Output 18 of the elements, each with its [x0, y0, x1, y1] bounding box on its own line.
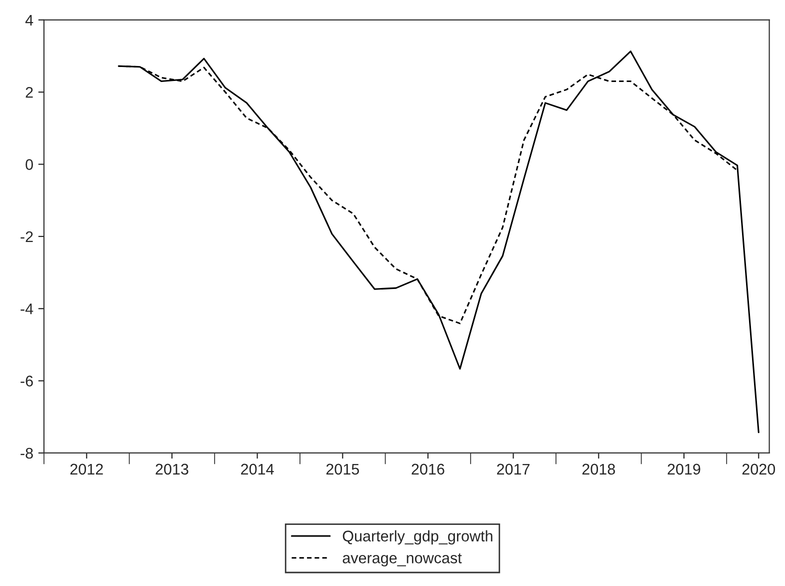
- y-tick-label: 0: [26, 159, 33, 170]
- y-tick-label: -8: [20, 448, 33, 459]
- y-tick-label: 4: [25, 14, 34, 26]
- x-tick-label: 2019: [668, 464, 700, 475]
- x-tick-label: 2016: [412, 464, 444, 475]
- x-tick-label: 2015: [326, 464, 359, 475]
- x-tick-label: 2018: [582, 464, 615, 475]
- x-tick-label: 2017: [497, 464, 530, 475]
- y-tick-label: -2: [20, 231, 33, 242]
- x-tick-label: 2020: [742, 464, 776, 475]
- x-tick-label: 2013: [156, 464, 188, 475]
- y-tick-label: -4: [20, 304, 34, 314]
- x-tick-label: 2014: [241, 464, 274, 475]
- y-tick-label: 2: [26, 86, 33, 98]
- legend-label: average_nowcast: [342, 553, 462, 566]
- legend-label: Quarterly_gdp_growth: [342, 530, 492, 545]
- y-tick-label: -6: [20, 376, 33, 386]
- x-tick-label: 2012: [70, 464, 103, 475]
